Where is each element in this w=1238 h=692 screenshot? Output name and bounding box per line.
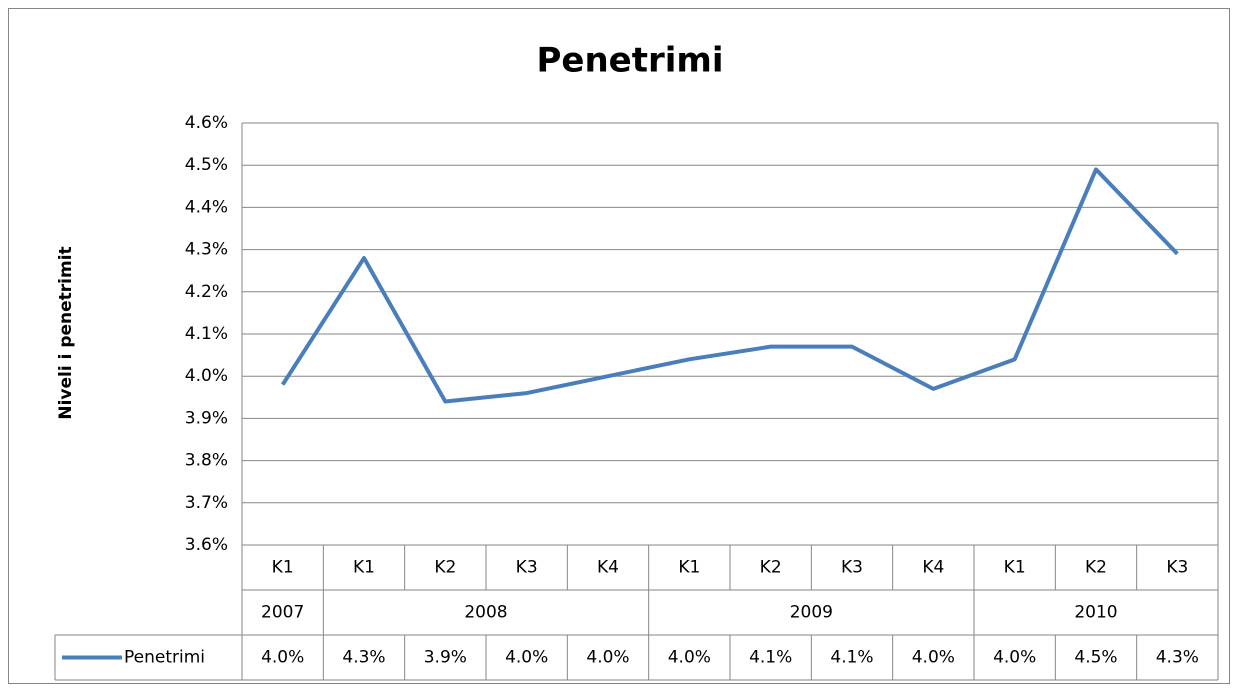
y-tick-label: 3.6% [185, 535, 228, 555]
y-tick-label: 4.2% [185, 282, 228, 302]
data-label: 4.3% [1156, 648, 1199, 668]
x-group-label: 2007 [261, 603, 304, 623]
x-tick-label: K3 [841, 558, 863, 578]
data-label: 4.1% [749, 648, 792, 668]
x-group-label: 2009 [790, 603, 833, 623]
x-tick-label: K1 [353, 558, 375, 578]
data-label: 4.0% [668, 648, 711, 668]
y-tick-label: 4.3% [185, 240, 228, 260]
x-tick-label: K3 [516, 558, 538, 578]
x-tick-label: K1 [678, 558, 700, 578]
data-label: 4.0% [912, 648, 955, 668]
x-group-label: 2008 [464, 603, 507, 623]
y-tick-label: 4.1% [185, 324, 228, 344]
data-label: 4.0% [505, 648, 548, 668]
legend-label: Penetrimi [124, 648, 205, 668]
data-label: 3.9% [424, 648, 467, 668]
data-label: 4.0% [586, 648, 629, 668]
x-tick-label: K4 [922, 558, 944, 578]
data-label: 4.5% [1074, 648, 1117, 668]
x-group-label: 2010 [1074, 603, 1117, 623]
x-tick-label: K4 [597, 558, 619, 578]
data-label: 4.1% [830, 648, 873, 668]
data-label: 4.0% [261, 648, 304, 668]
x-tick-label: K2 [760, 558, 782, 578]
data-label: 4.0% [993, 648, 1036, 668]
data-label: 4.3% [342, 648, 385, 668]
y-tick-label: 3.7% [185, 493, 228, 513]
y-axis-label: Niveli i penetrimit [56, 246, 76, 419]
y-tick-label: 4.0% [185, 366, 228, 386]
x-tick-label: K2 [434, 558, 456, 578]
y-tick-label: 4.4% [185, 197, 228, 217]
x-tick-label: K3 [1166, 558, 1188, 578]
y-tick-label: 4.5% [185, 155, 228, 175]
x-tick-label: K2 [1085, 558, 1107, 578]
x-tick-label: K1 [1004, 558, 1026, 578]
y-tick-label: 3.9% [185, 408, 228, 428]
chart-title: Penetrimi [537, 41, 724, 81]
line [280, 167, 1179, 404]
x-tick-label: K1 [272, 558, 294, 578]
chart-border [8, 8, 1230, 684]
y-tick-label: 4.6% [185, 113, 228, 133]
y-tick-label: 3.8% [185, 451, 228, 471]
